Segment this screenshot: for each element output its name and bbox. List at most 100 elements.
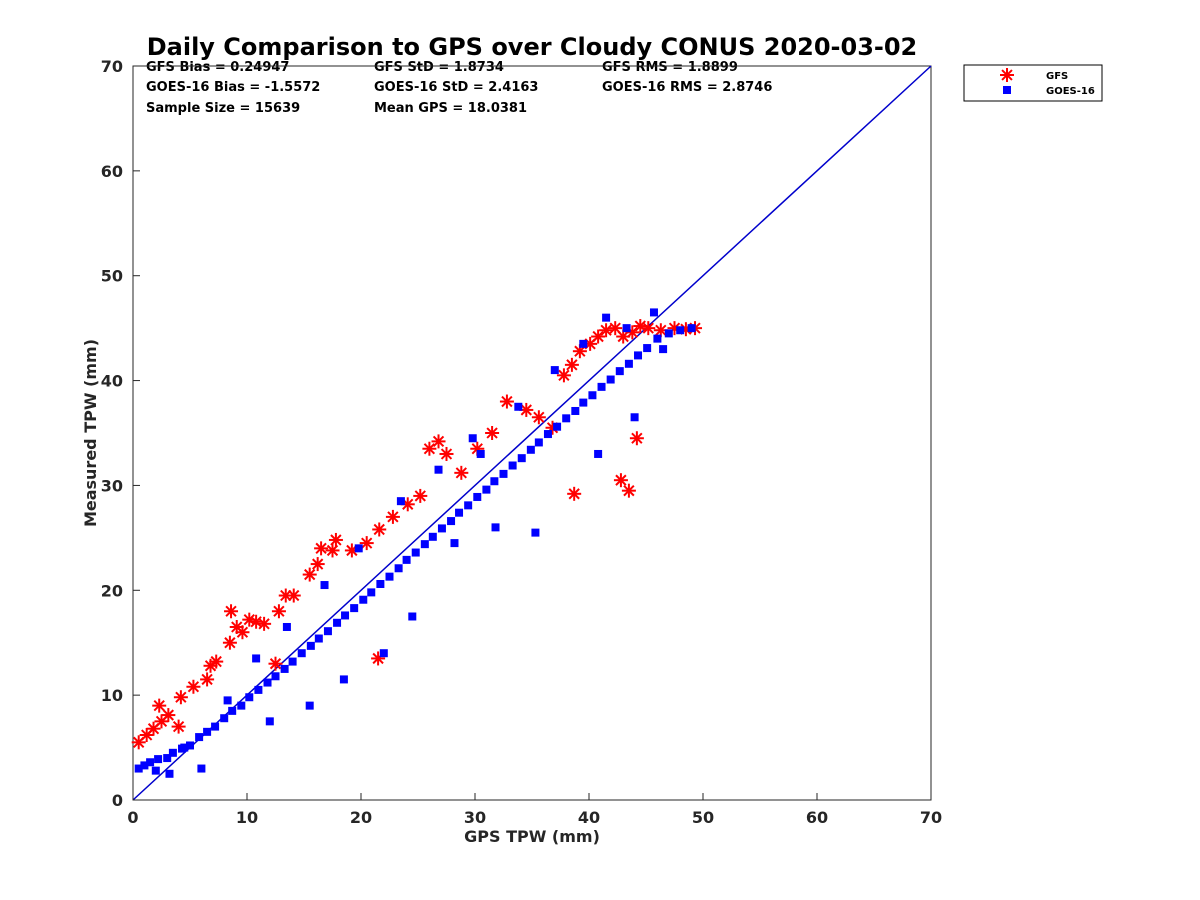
reference-line-group	[132, 65, 932, 801]
gfs-point	[359, 536, 374, 551]
gfs-point	[186, 679, 201, 694]
gfs-point	[564, 357, 579, 372]
y-tick-label: 40	[101, 372, 123, 391]
y-tick-label: 50	[101, 267, 123, 286]
x-tick-label: 70	[920, 808, 942, 827]
x-tick-label: 0	[127, 808, 138, 827]
gfs-point	[173, 690, 188, 705]
gfs-point	[439, 446, 454, 461]
goes16-point	[543, 430, 552, 439]
goes16-point	[394, 564, 403, 573]
goes16-point	[134, 764, 143, 773]
goes16-point	[396, 497, 405, 506]
gfs-point	[242, 612, 257, 627]
goes16-point	[339, 675, 348, 684]
x-tick-label: 10	[236, 808, 258, 827]
goes16-point	[437, 524, 446, 533]
stats-block: GFS Bias = 0.24947 GFS StD = 1.8734 GFS RM…	[146, 60, 772, 116]
gfs-point	[499, 394, 514, 409]
gfs-point	[371, 651, 386, 666]
goes16-point	[517, 454, 526, 463]
goes16-point	[402, 555, 411, 564]
gfs-point	[146, 721, 161, 736]
goes16-point	[168, 748, 177, 757]
goes16-point	[341, 611, 350, 620]
gfs-point	[139, 727, 154, 742]
y-tick-label: 60	[101, 162, 123, 181]
goes-points	[134, 308, 696, 778]
goes16-point	[562, 414, 571, 423]
goes16-point	[245, 693, 254, 702]
x-tick-label: 30	[464, 808, 486, 827]
goes16-point	[385, 572, 394, 581]
goes16-point	[220, 714, 229, 723]
x-axis: 0 10 20 30 40 50 60 70	[127, 793, 942, 827]
goes16-point	[408, 612, 417, 621]
gfs-point	[599, 323, 614, 338]
gfs-point	[572, 344, 587, 359]
gfs-point	[152, 698, 167, 713]
goes16-point	[203, 727, 212, 736]
goes16-point	[154, 755, 163, 764]
y-tick-label: 30	[101, 476, 123, 495]
goes16-point	[237, 701, 246, 710]
plot-area	[132, 65, 932, 801]
gfs-point	[613, 473, 628, 488]
goes16-point	[643, 344, 652, 353]
y-axis-label: Measured TPW (mm)	[81, 339, 100, 527]
goes16-point	[553, 422, 562, 431]
y-tick-label: 0	[112, 791, 123, 810]
goes16-point	[288, 657, 297, 666]
goes16-point	[588, 391, 597, 400]
goes16-point	[254, 685, 263, 694]
gfs-point	[161, 708, 176, 723]
goes16-point	[634, 351, 643, 360]
legend-goes-marker	[1003, 86, 1011, 94]
goes16-point	[606, 375, 615, 384]
goes16-point	[450, 539, 459, 548]
legend-gfs-asterisk	[1000, 68, 1014, 82]
goes16-point	[597, 382, 606, 391]
goes16-point	[186, 741, 194, 750]
goes16-point	[223, 696, 232, 705]
gfs-point	[431, 434, 446, 449]
goes16-point	[151, 766, 160, 775]
goes16-point	[350, 604, 359, 613]
legend-goes-label: GOES-16	[1046, 86, 1095, 97]
legend-gfs-marker	[1000, 68, 1014, 82]
gfs-point	[200, 672, 215, 687]
gfs-point	[325, 543, 340, 558]
gfs-point	[278, 588, 293, 603]
stat-text: GFS Bias = 0.24947	[146, 60, 289, 75]
stat-text: GOES-16 RMS = 2.8746	[602, 80, 772, 95]
y-axis: 0 10 20 30 40 50 60 70	[101, 57, 140, 810]
goes16-point	[197, 764, 206, 773]
goes16-point	[490, 477, 499, 486]
goes16-point	[305, 701, 314, 710]
goes16-point	[526, 445, 535, 454]
goes16-point	[333, 618, 342, 627]
gfs-point	[249, 614, 264, 629]
gfs-point	[413, 488, 428, 503]
gfs-point	[268, 656, 283, 671]
gfs-point	[314, 541, 329, 556]
goes16-point	[653, 334, 662, 343]
goes16-point	[306, 641, 315, 650]
gfs-point	[171, 719, 186, 734]
goes16-point	[664, 329, 673, 338]
goes16-point	[428, 532, 437, 541]
stat-text: GFS StD = 1.8734	[374, 60, 504, 75]
goes16-point	[379, 649, 388, 658]
x-tick-label: 20	[350, 808, 372, 827]
goes16-point	[447, 517, 456, 526]
goes16-point	[146, 758, 155, 767]
gfs-point	[271, 604, 286, 619]
legend: GFS GOES-16	[963, 64, 1103, 102]
goes16-point	[649, 308, 658, 317]
one-to-one-line	[132, 65, 932, 801]
goes16-point	[622, 324, 631, 333]
goes16-point	[550, 366, 559, 375]
legend-gfs-label: GFS	[1046, 71, 1068, 82]
stat-text: GFS RMS = 1.8899	[602, 60, 738, 75]
